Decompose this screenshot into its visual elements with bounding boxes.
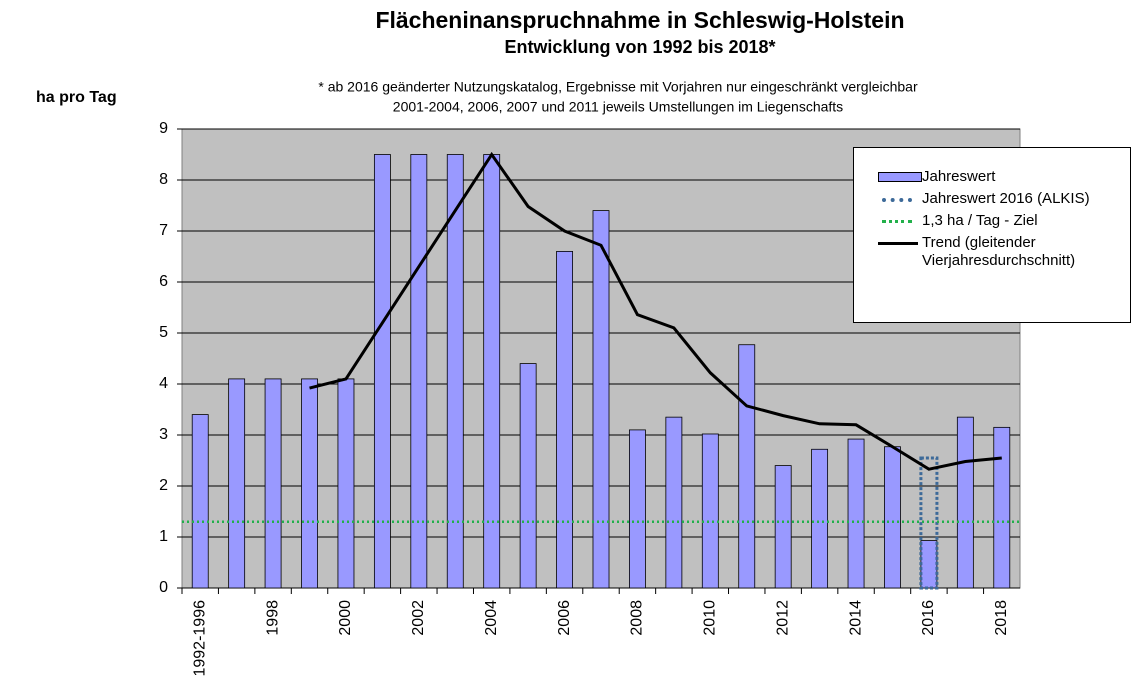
- legend-symbol: [882, 220, 912, 223]
- y-tick-label: 8: [159, 171, 168, 188]
- y-tick-label: 9: [159, 120, 168, 137]
- bar: [592, 210, 610, 589]
- bar: [483, 154, 501, 589]
- note: * ab 2016 geänderter Nutzungskatalog, Er…: [318, 79, 918, 95]
- y-tick-label: 6: [159, 273, 168, 290]
- bar: [993, 426, 1011, 589]
- bar: [191, 414, 209, 589]
- bar: [264, 378, 282, 589]
- x-tick-label: 2018: [993, 600, 1010, 636]
- y-tick-label: 3: [159, 426, 168, 443]
- bar: [228, 378, 246, 589]
- x-tick-label: 1998: [264, 600, 281, 636]
- bar: [774, 465, 792, 589]
- note: 2001-2004, 2006, 2007 und 2011 jeweils U…: [393, 99, 843, 115]
- x-tick-label: 2010: [702, 600, 719, 636]
- x-tick-label: 2002: [410, 600, 427, 636]
- y-tick-label: 2: [159, 477, 168, 494]
- legend-label: Jahreswert: [922, 168, 996, 185]
- legend-swatch: [878, 234, 922, 252]
- legend-swatch: [878, 190, 922, 208]
- legend: Jahreswert Jahreswert 2016 (ALKIS) 1,3 ha …: [853, 147, 1131, 323]
- bar: [847, 438, 865, 589]
- legend-symbol: [878, 242, 918, 245]
- y-tick-label: 0: [159, 579, 168, 596]
- bar: [556, 250, 573, 589]
- legend-item: Jahreswert: [878, 168, 1124, 186]
- legend-item: Trend (gleitender Vierjahresdurchschnitt…: [878, 234, 1124, 270]
- trend-line: [309, 151, 1002, 471]
- x-tick-label: 2014: [847, 600, 864, 636]
- bar: [956, 416, 974, 589]
- bar: [738, 344, 756, 589]
- x-tick-label: 2004: [483, 600, 500, 636]
- bar: [410, 154, 428, 589]
- legend-symbol: [878, 172, 922, 182]
- chart-title: Flächeninanspruchnahme in Schleswig-Hols…: [375, 7, 904, 33]
- x-tick-label: 2012: [774, 600, 791, 636]
- bar: [629, 429, 646, 589]
- bar: [811, 448, 829, 589]
- bar: [920, 540, 938, 589]
- legend-item: 1,3 ha / Tag - Ziel: [878, 212, 1124, 230]
- bar: [701, 433, 719, 589]
- legend-swatch: [878, 212, 922, 230]
- chart-subtitle: Entwicklung von 1992 bis 2018*: [504, 37, 775, 57]
- y-tick-label: 1: [159, 528, 168, 545]
- legend-label: Jahreswert 2016 (ALKIS): [922, 190, 1090, 207]
- bar: [446, 154, 464, 589]
- bar: [884, 446, 901, 589]
- x-tick-label: 2006: [556, 600, 573, 636]
- bar: [373, 154, 391, 589]
- y-axis-label: ha pro Tag: [36, 89, 117, 106]
- legend-label: Trend (gleitender Vierjahresdurchschnitt…: [922, 234, 1076, 269]
- bar: [665, 416, 683, 589]
- legend-label: 1,3 ha / Tag - Ziel: [922, 212, 1038, 229]
- legend-swatch: [878, 168, 922, 186]
- bar: [519, 363, 537, 589]
- legend-item: Jahreswert 2016 (ALKIS): [878, 190, 1124, 208]
- y-tick-label: 5: [159, 324, 168, 341]
- bar: [301, 378, 318, 589]
- y-tick-label: 4: [159, 375, 168, 392]
- outline-bar: [919, 456, 939, 590]
- bar: [337, 378, 355, 589]
- x-tick-label: 2000: [337, 600, 354, 636]
- legend-symbol: [882, 198, 912, 202]
- x-tick-label: 2016: [920, 600, 937, 636]
- x-tick-label: 2008: [629, 600, 646, 636]
- x-tick-label: 1992-1996: [191, 600, 208, 677]
- y-tick-label: 7: [159, 222, 168, 239]
